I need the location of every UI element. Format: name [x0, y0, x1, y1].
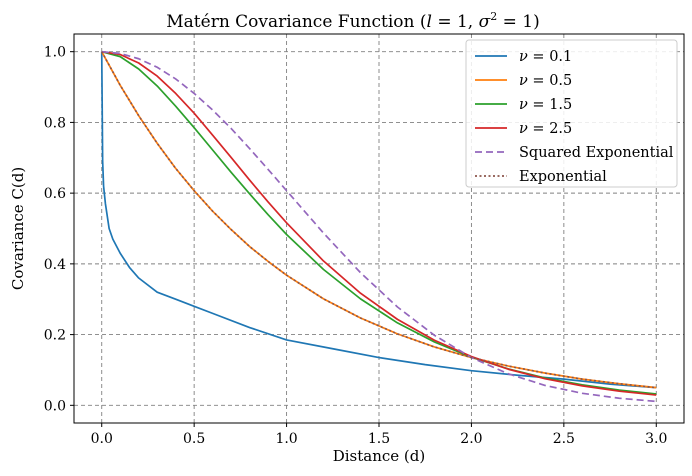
x-tick-label: 0.0 — [91, 431, 113, 447]
legend: ν = 0.1 ν = 0.5 ν = 1.5 ν = 2.5 Squared Expo… — [465, 39, 678, 188]
series-line-6 — [100, 51, 657, 389]
series-line-1 — [100, 51, 657, 389]
series-line-5 — [101, 50, 657, 403]
legend-label: Exponential — [519, 169, 607, 185]
y-tick-label: 0.6 — [44, 186, 66, 202]
x-tick-label: 2.5 — [553, 431, 575, 447]
series-line-4 — [101, 50, 657, 396]
legend-label: ν = 0.1 — [519, 49, 572, 65]
legend-box — [465, 39, 678, 188]
x-tick-label: 1.0 — [275, 431, 297, 447]
y-axis-label: Covariance C(d) — [9, 167, 27, 290]
x-tick-label: 0.5 — [183, 431, 205, 447]
x-tick-label: 2.0 — [460, 431, 482, 447]
y-tick-label: 0.4 — [44, 257, 66, 273]
chart-title: Matérn Covariance Function (l = 1, σ2 = … — [166, 10, 539, 32]
x-axis-label: Distance (d) — [333, 447, 426, 465]
y-tick-label: 0.0 — [44, 398, 66, 414]
y-tick-label: 1.0 — [44, 45, 66, 61]
x-tick-label: 3.0 — [645, 431, 667, 447]
legend-label: Squared Exponential — [519, 145, 674, 161]
axis-ticks: 0.0 0.5 1.0 1.5 2.0 2.5 3.0 0.0 0.2 0.4 0.6 0.8 1.0 — [44, 45, 668, 447]
legend-label: ν = 0.5 — [519, 73, 572, 89]
legend-label: ν = 1.5 — [519, 97, 572, 113]
plot-lines — [100, 50, 657, 403]
y-tick-label: 0.2 — [44, 328, 66, 344]
x-tick-label: 1.5 — [368, 431, 390, 447]
legend-label: ν = 2.5 — [519, 121, 572, 137]
y-tick-label: 0.8 — [44, 115, 66, 131]
